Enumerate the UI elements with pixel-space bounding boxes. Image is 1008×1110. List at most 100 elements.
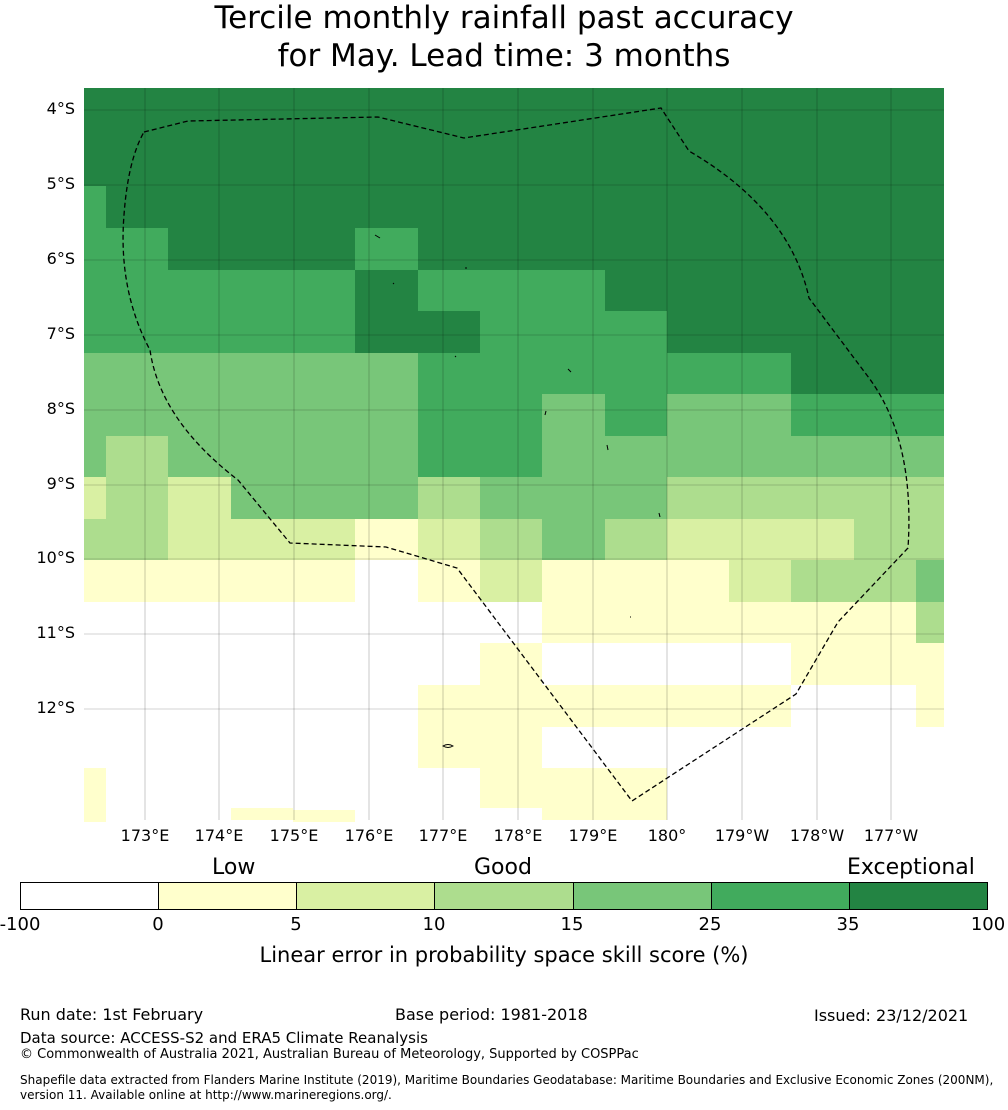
lat-label: 8°S bbox=[46, 399, 75, 418]
lat-label: 7°S bbox=[46, 324, 75, 343]
skill-cell bbox=[791, 519, 854, 560]
skill-cell bbox=[480, 228, 542, 270]
skill-cell bbox=[729, 394, 791, 436]
skill-cell bbox=[729, 270, 791, 311]
skill-cell bbox=[729, 602, 916, 643]
skill-cell bbox=[84, 519, 106, 560]
chart-title-line-2: for May. Lead time: 3 months bbox=[277, 38, 731, 74]
skill-cell bbox=[916, 353, 944, 394]
skill-cell bbox=[231, 311, 293, 353]
skill-cell bbox=[106, 394, 168, 436]
lat-label: 11°S bbox=[36, 623, 75, 642]
skill-cell bbox=[729, 311, 791, 353]
skill-cell bbox=[106, 519, 168, 560]
skill-cell bbox=[916, 477, 944, 519]
skill-cell bbox=[667, 477, 729, 519]
skill-cell bbox=[854, 88, 916, 186]
skill-cell bbox=[854, 186, 916, 228]
skill-cell bbox=[605, 602, 667, 643]
skill-cell bbox=[231, 353, 293, 394]
skill-cell bbox=[293, 810, 355, 822]
skill-cell bbox=[168, 311, 231, 353]
skill-cell bbox=[231, 88, 293, 186]
skill-cell bbox=[84, 311, 106, 353]
skill-cell bbox=[542, 560, 729, 602]
skill-cell bbox=[667, 228, 729, 270]
skill-cell bbox=[355, 477, 418, 519]
data-source: Data source: ACCESS-S2 and ERA5 Climate … bbox=[20, 1029, 428, 1047]
skill-cell bbox=[605, 353, 667, 394]
skill-cell bbox=[355, 311, 418, 353]
skill-cell bbox=[231, 436, 293, 477]
island bbox=[442, 744, 454, 748]
lon-label: 178°W bbox=[789, 826, 845, 845]
skill-cell bbox=[542, 353, 605, 394]
skill-cell bbox=[106, 560, 168, 602]
skill-cell bbox=[605, 186, 667, 228]
skill-cell bbox=[605, 477, 667, 519]
colorbar-segment bbox=[435, 883, 574, 909]
skill-cell bbox=[480, 477, 542, 519]
skill-cell bbox=[106, 477, 168, 519]
skill-cell bbox=[542, 270, 605, 311]
skill-cell bbox=[854, 228, 916, 270]
skill-cell bbox=[667, 353, 729, 394]
skill-cell bbox=[729, 436, 791, 477]
skill-cell bbox=[418, 560, 480, 602]
colorbar-tick: -100 bbox=[0, 914, 41, 935]
skill-cell bbox=[667, 394, 729, 436]
islands bbox=[374, 234, 661, 748]
colorbar-tick: 5 bbox=[290, 914, 302, 935]
skill-cell bbox=[231, 228, 293, 270]
skill-cell bbox=[916, 186, 944, 228]
lon-label: 176°E bbox=[344, 826, 394, 845]
skill-cell bbox=[667, 270, 729, 311]
island bbox=[567, 368, 572, 373]
skill-cell bbox=[791, 353, 854, 394]
skill-cell bbox=[355, 88, 418, 186]
skill-cell bbox=[480, 270, 542, 311]
lat-label: 6°S bbox=[46, 249, 75, 268]
skill-cell bbox=[168, 228, 231, 270]
skill-cell bbox=[418, 477, 480, 519]
skill-cell bbox=[480, 519, 542, 560]
skill-cell bbox=[418, 394, 480, 436]
island bbox=[658, 512, 661, 518]
lon-label: 174°E bbox=[194, 826, 244, 845]
skill-cell bbox=[542, 685, 791, 727]
skill-cell bbox=[791, 477, 854, 519]
lat-label: 5°S bbox=[46, 174, 75, 193]
issued-date: Issued: 23/12/2021 bbox=[814, 1006, 969, 1025]
skill-cell bbox=[355, 436, 418, 477]
skill-cell bbox=[916, 602, 944, 643]
skill-cell bbox=[106, 270, 168, 311]
graticule bbox=[84, 88, 944, 820]
skill-cell bbox=[293, 311, 355, 353]
chart-title-line-1: Tercile monthly rainfall past accuracy bbox=[214, 0, 794, 36]
category-label-good: Good bbox=[474, 855, 532, 880]
run-date: Run date: 1st February bbox=[20, 1005, 204, 1024]
skill-cell bbox=[605, 270, 667, 311]
skill-cell bbox=[293, 88, 355, 186]
skill-cell bbox=[355, 270, 418, 311]
skill-cell bbox=[168, 186, 231, 228]
skill-cell bbox=[231, 186, 293, 228]
skill-cell bbox=[791, 186, 854, 228]
skill-cell bbox=[916, 311, 944, 353]
skill-cell bbox=[84, 88, 106, 186]
skill-cell bbox=[916, 519, 944, 560]
skill-cell bbox=[418, 311, 480, 353]
colorbar-segment bbox=[159, 883, 298, 909]
skill-cell bbox=[542, 436, 605, 477]
skill-cell bbox=[791, 311, 854, 353]
lat-label: 9°S bbox=[46, 474, 75, 493]
skill-cell bbox=[542, 477, 605, 519]
lon-label: 179°E bbox=[568, 826, 618, 845]
skill-cell bbox=[480, 186, 542, 228]
skill-cell bbox=[231, 270, 293, 311]
skill-cell bbox=[293, 436, 355, 477]
skill-cell bbox=[84, 186, 106, 228]
skill-cell bbox=[355, 186, 418, 228]
colorbar bbox=[20, 882, 988, 910]
skill-cell bbox=[791, 88, 854, 186]
